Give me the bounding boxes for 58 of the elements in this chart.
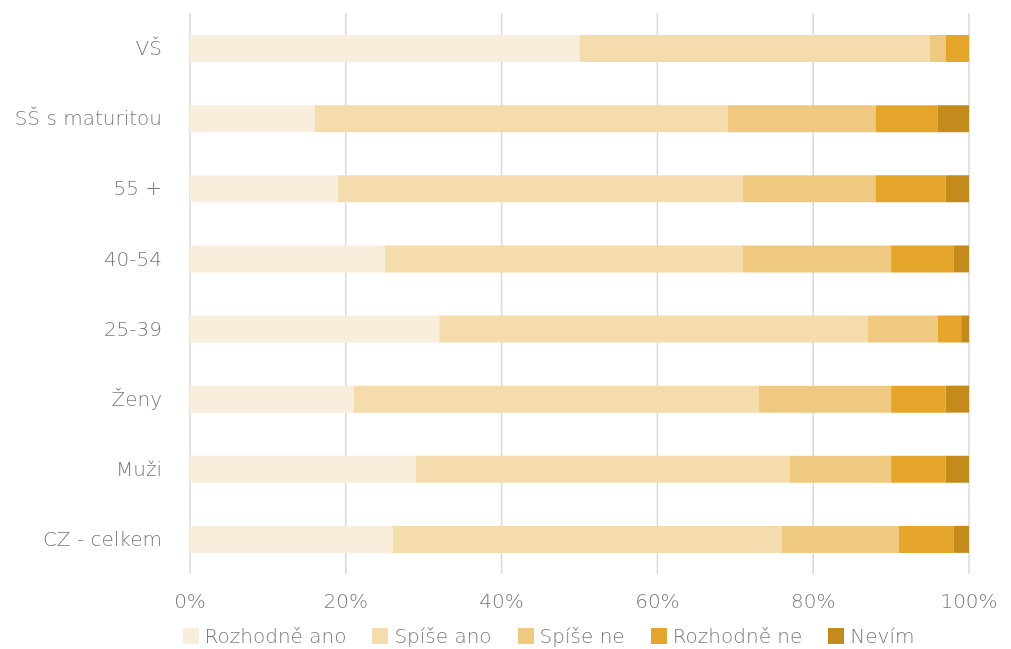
- bar: [353, 385, 759, 413]
- bar: [384, 245, 744, 273]
- y-tick-label: 25-39: [103, 316, 162, 341]
- x-tick-label: 80%: [790, 589, 836, 614]
- bar: [190, 455, 416, 483]
- bar: [875, 175, 946, 203]
- bar: [758, 385, 892, 413]
- x-tick-label: 20%: [323, 589, 369, 614]
- bar: [945, 35, 969, 62]
- bar: [930, 35, 946, 62]
- bar: [579, 35, 931, 62]
- y-tick-label: Muži: [116, 456, 162, 481]
- bar: [439, 315, 868, 343]
- bar: [338, 175, 744, 203]
- bar: [190, 385, 354, 413]
- bar: [953, 245, 969, 273]
- bar: [953, 525, 969, 553]
- bar: [782, 525, 899, 553]
- legend-label: Nevím: [850, 624, 915, 648]
- bar: [875, 105, 938, 133]
- x-tick-label: 60%: [635, 589, 680, 614]
- legend-label: Rozhodně ano: [204, 624, 347, 648]
- y-tick-label: 55 +: [113, 176, 162, 201]
- bar: [314, 105, 728, 133]
- x-tick-label: 0%: [174, 589, 206, 614]
- bar: [190, 315, 440, 343]
- bar: [190, 175, 339, 203]
- y-tick-label: VŠ: [135, 36, 162, 61]
- x-tick-label: 100%: [940, 589, 998, 614]
- bar: [415, 455, 790, 483]
- bar: [937, 105, 969, 133]
- bar: [867, 315, 938, 343]
- bar: [961, 315, 969, 343]
- x-tick-label: 40%: [479, 589, 524, 614]
- y-tick-label: SŠ s maturitou: [14, 106, 162, 131]
- bar: [898, 525, 954, 553]
- y-tick-label: Ženy: [111, 386, 162, 411]
- bar: [190, 105, 315, 133]
- bar: [891, 385, 946, 413]
- bar: [727, 105, 876, 133]
- bar: [743, 175, 876, 203]
- bar: [743, 245, 892, 273]
- y-tick-label: CZ - celkem: [42, 527, 162, 552]
- bar: [891, 455, 946, 483]
- bar: [891, 245, 954, 273]
- y-tick-label: 40-54: [103, 246, 162, 271]
- bar: [392, 525, 783, 553]
- legend-label: Spíše ano: [394, 624, 492, 648]
- bar: [937, 315, 962, 343]
- bar: [789, 455, 892, 483]
- legend-label: Rozhodně ne: [672, 624, 803, 648]
- bar: [945, 385, 969, 413]
- bar: [945, 175, 969, 203]
- bar: [190, 245, 385, 273]
- legend-label: Spíše ne: [539, 624, 625, 648]
- bar: [190, 525, 393, 553]
- bar: [945, 455, 969, 483]
- bar: [190, 35, 580, 62]
